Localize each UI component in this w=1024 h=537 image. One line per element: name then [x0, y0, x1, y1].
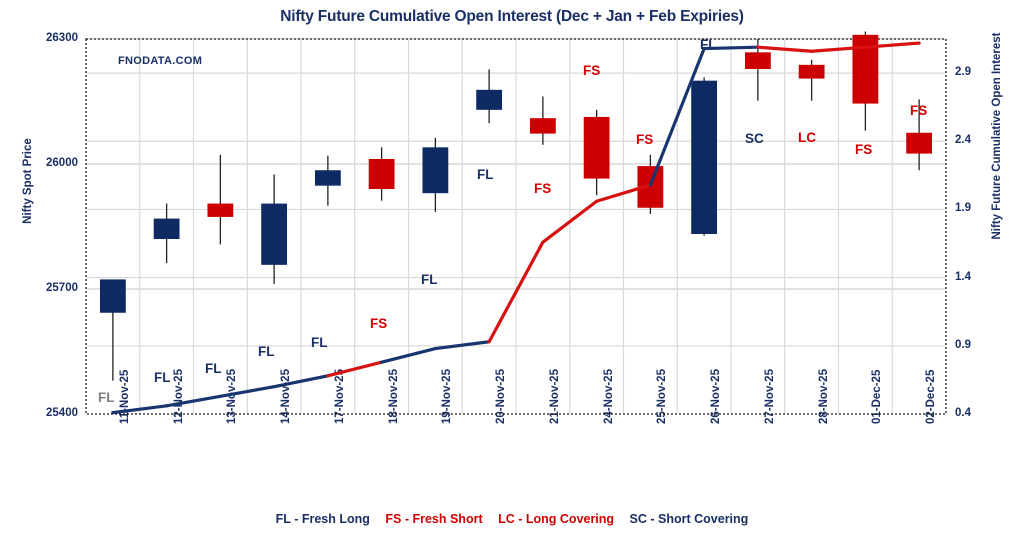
oi-line-segment	[111, 404, 169, 415]
candle-annotation-fs: FS	[583, 63, 601, 78]
y-axis-right-tick: 2.9	[955, 66, 971, 79]
oi-line-segment	[218, 385, 276, 398]
candle-annotation-lc: LC	[798, 130, 816, 145]
plot-border	[85, 38, 947, 415]
y-axis-left-tick: 26300	[46, 32, 78, 44]
candle-annotation-fl: FL	[205, 361, 222, 376]
candle-body[interactable]	[476, 89, 503, 110]
oi-line-segment	[541, 199, 599, 244]
candle-annotation-fl: FL	[700, 37, 717, 52]
legend-item-fs: FS - Fresh Short	[385, 512, 483, 526]
oi-line-segment	[756, 45, 814, 53]
watermark-label: FNODATA.COM	[118, 55, 203, 67]
y-axis-left-tick: 26000	[46, 157, 78, 169]
candle-body[interactable]	[207, 203, 234, 217]
candle-annotation-fs: FS	[534, 181, 552, 196]
candle-body[interactable]	[261, 203, 288, 265]
oi-line-segment	[810, 45, 867, 53]
candle-annotation-fl: FL	[477, 167, 494, 182]
y-axis-right-tick: 0.4	[955, 407, 971, 419]
y-axis-right-tick: 1.9	[955, 202, 971, 215]
candle-annotation-fl: FL	[154, 370, 171, 385]
candle-annotation-fl: FL	[258, 344, 275, 359]
candle-body[interactable]	[422, 147, 449, 194]
page-title: Nifty Future Cumulative Open Interest (D…	[280, 8, 744, 25]
oi-line-segment	[380, 346, 437, 364]
candle-annotation-fl: FL	[98, 390, 115, 405]
legend-item-fl: FL - Fresh Long	[275, 512, 370, 526]
candle-annotation-fs: FS	[636, 132, 654, 147]
candle-body[interactable]	[314, 170, 341, 186]
y-axis-left-tick: 25400	[46, 407, 78, 419]
candle-body[interactable]	[368, 159, 395, 189]
candle-body[interactable]	[906, 132, 933, 154]
candle-body[interactable]	[744, 52, 771, 69]
candle-body[interactable]	[529, 118, 556, 134]
candle-annotation-fs: FS	[855, 142, 873, 157]
candle-body[interactable]	[798, 64, 825, 79]
oi-line-segment	[863, 41, 921, 49]
oi-line-segment	[595, 183, 652, 203]
candle-annotation-fl: FL	[421, 272, 438, 287]
candle-body[interactable]	[153, 218, 180, 239]
y-axis-right-tick: 0.9	[955, 338, 971, 351]
y-axis-right-tick: 1.4	[955, 270, 971, 283]
oi-line-segment	[702, 45, 760, 51]
candle-body[interactable]	[99, 279, 126, 313]
legend-item-sc: SC - Short Covering	[629, 512, 749, 526]
y-axis-right-tick: 2.4	[955, 134, 971, 147]
candle-annotation-fs: FS	[910, 103, 928, 118]
candle-body[interactable]	[583, 116, 610, 179]
legend: FL - Fresh Long FS - Fresh Short LC - Lo…	[0, 512, 1024, 526]
oi-line-segment	[433, 340, 491, 351]
oi-line-segment	[487, 240, 545, 344]
oi-line-segment	[272, 374, 330, 389]
oi-line-segment	[648, 46, 706, 187]
oi-line-segment	[165, 394, 222, 408]
candle-annotation-sc: SC	[745, 131, 764, 146]
candle-body[interactable]	[691, 80, 718, 235]
y-axis-left-tick: 25700	[46, 282, 78, 294]
legend-item-lc: LC - Long Covering	[498, 512, 615, 526]
candle-annotation-fl: FL	[311, 335, 328, 350]
candle-annotation-fs: FS	[370, 316, 388, 331]
oi-line-segment	[326, 360, 384, 378]
